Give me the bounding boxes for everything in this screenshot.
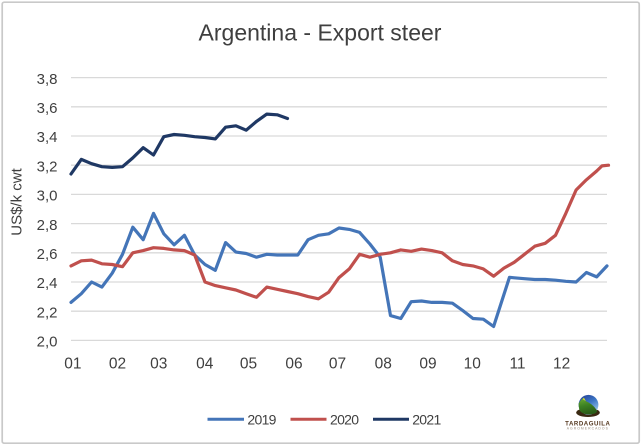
svg-text:2021: 2021 <box>412 411 441 427</box>
svg-text:06: 06 <box>285 355 302 372</box>
svg-text:09: 09 <box>419 355 436 372</box>
svg-text:04: 04 <box>196 355 214 372</box>
svg-text:2,0: 2,0 <box>37 334 58 351</box>
svg-text:3,6: 3,6 <box>37 100 58 117</box>
svg-text:3,8: 3,8 <box>37 71 58 88</box>
svg-text:11: 11 <box>509 355 525 372</box>
svg-text:AGROMERCADOS: AGROMERCADOS <box>567 426 609 430</box>
svg-text:10: 10 <box>464 355 482 372</box>
svg-text:07: 07 <box>329 355 346 372</box>
svg-text:2019: 2019 <box>247 411 276 427</box>
svg-text:03: 03 <box>150 355 167 372</box>
svg-text:08: 08 <box>375 355 392 372</box>
svg-text:3,2: 3,2 <box>37 158 58 175</box>
svg-text:2,4: 2,4 <box>37 275 58 292</box>
svg-text:05: 05 <box>240 355 257 372</box>
svg-text:2,2: 2,2 <box>37 304 58 321</box>
svg-text:02: 02 <box>109 355 126 372</box>
svg-text:01: 01 <box>64 355 81 372</box>
svg-text:2,6: 2,6 <box>37 246 58 263</box>
svg-text:US$/k cwt: US$/k cwt <box>9 167 26 235</box>
svg-text:Argentina - Export steer: Argentina - Export steer <box>199 19 442 45</box>
svg-text:3,4: 3,4 <box>37 129 58 146</box>
svg-text:12: 12 <box>553 355 570 372</box>
svg-text:TARDAGUILA: TARDAGUILA <box>565 420 610 427</box>
svg-text:2,8: 2,8 <box>37 217 58 234</box>
svg-text:3,0: 3,0 <box>37 188 58 205</box>
svg-text:2020: 2020 <box>330 411 359 427</box>
